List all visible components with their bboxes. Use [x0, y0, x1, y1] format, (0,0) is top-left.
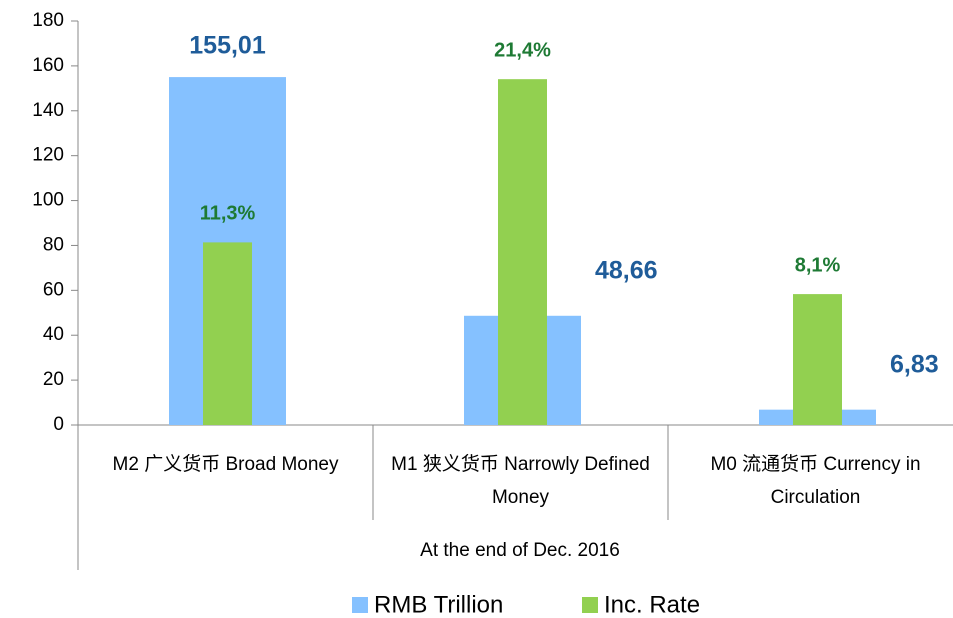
category-label-box: M0 流通货币 Currency in Circulation	[710, 454, 921, 508]
y-tick-label: 40	[43, 324, 64, 345]
x-tick-label: M0 流通货币 Currency in Circulation	[710, 454, 921, 508]
y-tick-label: 100	[32, 190, 64, 211]
category-group-label: At the end of Dec. 2016	[420, 540, 620, 561]
value-label: 21,4%	[494, 39, 551, 61]
value-label: 6,83	[890, 350, 939, 378]
x-tick-label: M2 广义货币 Broad Money	[112, 454, 339, 475]
value-label: 11,3%	[200, 203, 256, 225]
category-label-box: M2 广义货币 Broad Money	[112, 454, 339, 475]
x-tick-label: M1 狭义货币 Narrowly Defined Money	[391, 454, 650, 508]
value-label: 155,01	[189, 32, 266, 60]
y-tick-label: 80	[43, 234, 64, 255]
legend-swatch	[352, 597, 368, 613]
bar	[203, 242, 252, 425]
y-tick-label: 0	[53, 414, 64, 435]
legend-label: Inc. Rate	[604, 591, 700, 618]
y-tick-label: 140	[32, 100, 64, 121]
value-label: 8,1%	[795, 254, 841, 276]
category-label-box: M1 狭义货币 Narrowly Defined Money	[391, 454, 650, 508]
y-tick-label: 180	[32, 10, 64, 31]
y-tick-label: 60	[43, 279, 64, 300]
value-label: 48,66	[595, 256, 658, 284]
legend-swatch	[582, 597, 598, 613]
y-tick-label: 160	[32, 55, 64, 76]
y-tick-label: 20	[43, 369, 64, 390]
legend-label: RMB Trillion	[374, 591, 503, 618]
bar	[793, 294, 842, 425]
bar	[498, 79, 547, 426]
y-tick-label: 120	[32, 145, 64, 166]
